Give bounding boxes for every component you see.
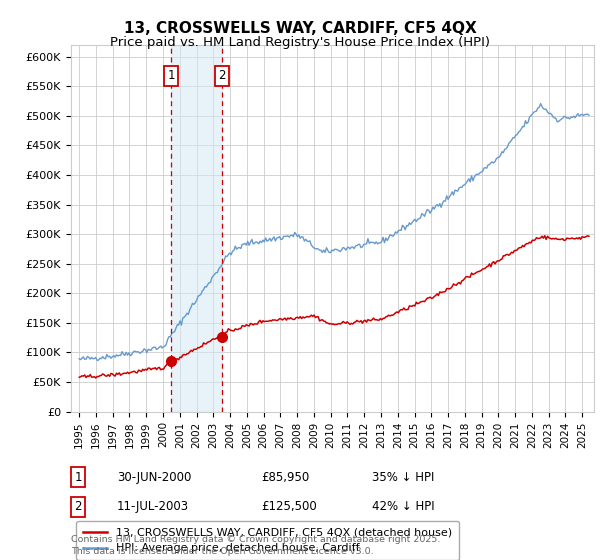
Legend: 13, CROSSWELLS WAY, CARDIFF, CF5 4QX (detached house), HPI: Average price, detac: 13, CROSSWELLS WAY, CARDIFF, CF5 4QX (de… (76, 521, 459, 560)
Text: £125,500: £125,500 (261, 500, 317, 514)
Text: 35% ↓ HPI: 35% ↓ HPI (372, 470, 434, 484)
Text: 2: 2 (74, 500, 82, 514)
Text: Contains HM Land Registry data © Crown copyright and database right 2025.
This d: Contains HM Land Registry data © Crown c… (71, 535, 440, 556)
Text: 1: 1 (74, 470, 82, 484)
Text: 30-JUN-2000: 30-JUN-2000 (117, 470, 191, 484)
Text: 1: 1 (167, 69, 175, 82)
Bar (172, 45, 222, 412)
Text: Price paid vs. HM Land Registry's House Price Index (HPI): Price paid vs. HM Land Registry's House … (110, 36, 490, 49)
Text: £85,950: £85,950 (261, 470, 309, 484)
Text: 13, CROSSWELLS WAY, CARDIFF, CF5 4QX: 13, CROSSWELLS WAY, CARDIFF, CF5 4QX (124, 21, 476, 36)
Text: 42% ↓ HPI: 42% ↓ HPI (372, 500, 434, 514)
Text: 11-JUL-2003: 11-JUL-2003 (117, 500, 189, 514)
Text: 2: 2 (218, 69, 226, 82)
